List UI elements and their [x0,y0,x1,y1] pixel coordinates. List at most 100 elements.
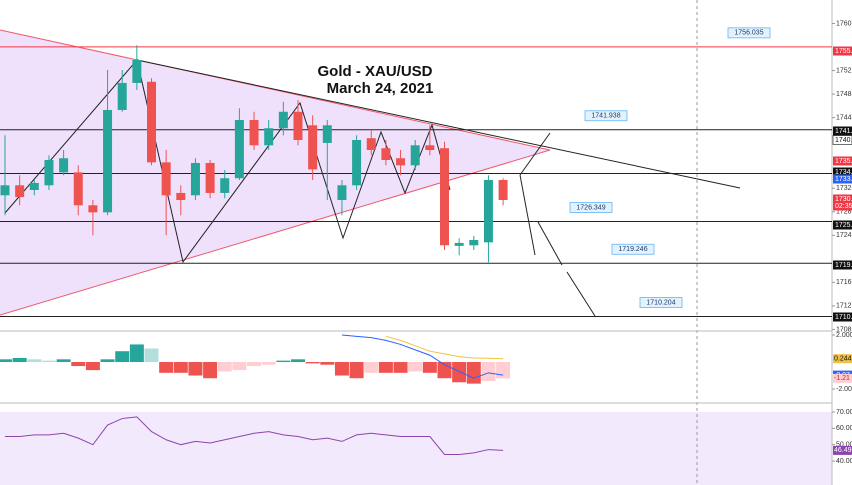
triangle-fill [0,30,550,315]
candle-body [410,145,420,166]
value-tag [833,354,852,364]
histogram-bar [56,359,71,363]
projection [519,132,551,176]
price-tag-label: 1740. [835,137,852,144]
histogram-bar [129,344,144,363]
y-tick-label: 1716.0 [836,279,852,286]
candle-body [440,148,449,246]
y-tick-label: 1748.0 [836,91,852,98]
chart-subtitle: March 24, 2021 [327,80,434,97]
y-tick-label: 40.00 [836,458,852,465]
candle-body [483,180,493,243]
price-tag [833,194,852,204]
y-tick-label: 2.000 [836,332,852,339]
projection [519,174,536,256]
price-tag [833,201,852,211]
candle-body [190,162,200,196]
histogram-bar [452,362,467,383]
price-tag-label: 1719. [835,262,852,269]
callout-box [639,297,683,308]
candle-body [322,125,332,143]
price-tag-label: 1710. [835,314,852,321]
price-tag-label: 1755. [835,48,852,55]
candle-body [205,162,215,193]
histogram-bar [393,362,408,373]
y-tick-label: 60.00 [836,425,852,432]
y-tick-label: 1712.0 [836,303,852,310]
histogram-bar [247,362,262,367]
candle-body [147,81,156,163]
histogram-bar [41,360,56,363]
price-tag-label: 02:35 [835,203,852,210]
value-tag-label: 46.49 [834,447,852,454]
candle-body [308,125,318,170]
histogram-bar [276,360,291,363]
price-tag-label: 1735. [835,158,852,165]
histogram-bar [71,362,86,367]
y-tick-label: 1728.0 [836,209,852,216]
price-tag-label: 1733. [835,176,852,183]
candle-body [337,185,347,200]
candle-body [293,111,303,140]
histogram-bar [481,362,496,381]
candle-body [454,242,464,246]
y-tick-label: 1744.0 [836,114,852,121]
histogram-bar [408,362,423,372]
signal-line [385,335,504,360]
price-tag-label: 1741. [835,128,852,135]
callout-box [727,27,771,39]
price-tag-label: 1730. [835,196,852,203]
histogram-bar [144,348,159,363]
histogram-bar [261,362,276,365]
y-tick-label: 1724.0 [836,232,852,239]
candle-body [264,128,274,146]
candle-body [59,158,69,173]
candle-body [396,158,406,166]
histogram-bar [364,362,379,373]
candle-body [249,120,259,146]
y-tick-label: 50.00 [836,442,852,449]
projection [566,271,596,317]
price-tag [833,46,852,56]
histogram-bar [203,362,218,379]
histogram-bar [188,362,203,376]
macd-line [341,334,504,379]
price-tag-label: 1734. [835,169,852,176]
callout-label: 1710.204 [646,299,675,306]
price-tag [833,220,852,230]
callout-label: 1726.349 [576,204,605,211]
candle-body [117,82,127,110]
histogram-bar [378,362,393,373]
price-tag-label: 1725. [835,222,852,229]
candle-body [29,182,39,190]
price-tag [833,156,852,166]
y-tick-label: 1760.0 [836,20,852,27]
histogram-bar [159,362,174,373]
price-tag [833,167,852,177]
candle-body [352,140,362,186]
candle-body [0,185,10,196]
histogram-bar [422,362,437,373]
candle-body [176,192,186,200]
value-tag-label: 0.244 [834,356,852,363]
price-tag [833,174,852,184]
candle-body [161,162,171,196]
candle-body [103,110,113,213]
callout-label: 1719.246 [618,246,647,253]
histogram-bar [217,362,232,372]
candle-body [132,60,142,83]
price-tag [833,312,852,322]
value-tag [833,445,852,455]
histogram-bar [496,362,511,379]
histogram-bar [85,362,100,371]
callout-label: 1756.035 [734,30,763,37]
value-tag-label: -1.21 [834,375,850,382]
callout-box [584,110,628,122]
candle-body [73,172,83,206]
histogram-bar [27,359,42,363]
histogram-bar [291,359,305,363]
candle-body [234,120,244,179]
candle-body [15,185,25,198]
candle-body [366,138,376,150]
